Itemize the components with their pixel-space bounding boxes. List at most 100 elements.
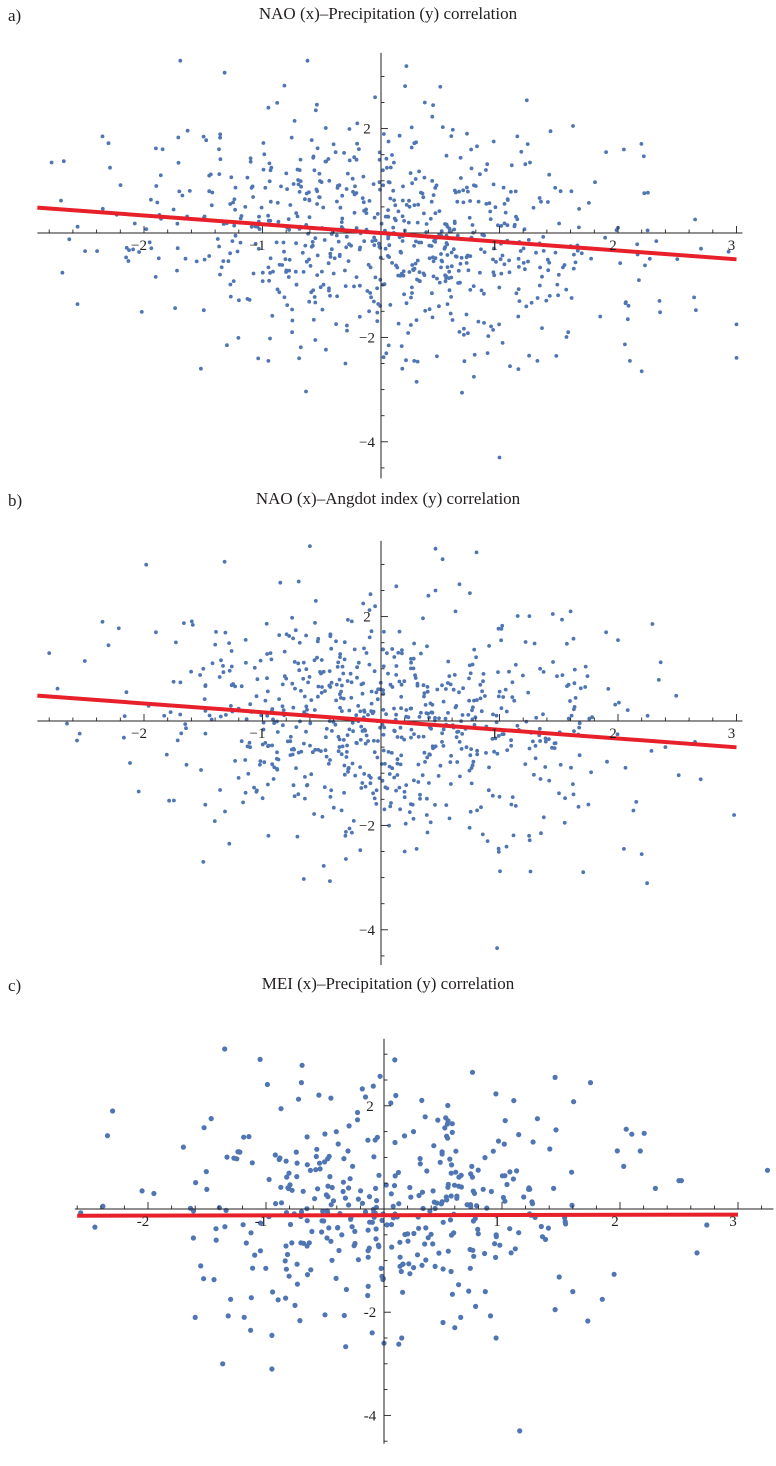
- data-point: [335, 665, 340, 669]
- data-point: [219, 265, 224, 270]
- data-point: [431, 746, 435, 751]
- data-point: [248, 745, 253, 750]
- data-point: [440, 259, 445, 264]
- data-point: [441, 744, 446, 748]
- data-point: [482, 233, 486, 238]
- data-point: [534, 1116, 541, 1122]
- data-point: [340, 1179, 346, 1185]
- data-point: [139, 1188, 145, 1194]
- data-point: [318, 285, 323, 290]
- data-point: [423, 1257, 429, 1263]
- data-point: [168, 710, 173, 714]
- data-point: [572, 252, 576, 257]
- data-point: [458, 774, 462, 779]
- data-point: [375, 755, 380, 760]
- data-point: [427, 307, 432, 312]
- data-point: [449, 1291, 455, 1297]
- data-point: [238, 240, 243, 245]
- data-point: [497, 455, 502, 460]
- data-point: [440, 1266, 446, 1272]
- data-point: [403, 821, 408, 826]
- data-point: [304, 1218, 310, 1224]
- data-point: [406, 331, 410, 335]
- data-point: [347, 826, 352, 831]
- data-point: [515, 217, 520, 222]
- scatter-plot-a: −2 −1 1 2 32−2−4: [37, 52, 743, 479]
- data-point: [447, 1156, 453, 1162]
- data-point: [569, 1202, 575, 1208]
- data-point: [227, 668, 232, 673]
- data-point: [354, 713, 359, 718]
- data-point: [363, 784, 368, 789]
- data-point: [288, 203, 293, 207]
- data-point: [377, 180, 382, 185]
- data-point: [204, 138, 209, 143]
- data-point: [424, 813, 429, 817]
- data-point: [334, 639, 338, 644]
- data-point: [529, 1199, 535, 1205]
- data-point: [409, 660, 413, 665]
- data-point: [501, 1141, 507, 1147]
- data-point: [381, 183, 386, 188]
- data-point: [474, 550, 479, 555]
- data-point: [369, 701, 374, 706]
- data-point: [351, 189, 355, 194]
- data-point: [355, 675, 359, 680]
- data-point: [534, 715, 539, 720]
- data-point: [312, 812, 316, 816]
- data-point: [342, 657, 347, 662]
- data-point: [532, 772, 536, 777]
- data-point: [312, 168, 317, 173]
- data-point: [295, 834, 300, 839]
- data-point: [471, 284, 476, 288]
- data-point: [194, 259, 199, 264]
- data-point: [264, 621, 269, 626]
- data-point: [478, 682, 483, 687]
- data-point: [585, 1318, 591, 1324]
- data-point: [343, 284, 348, 288]
- data-point: [175, 738, 180, 743]
- data-point: [178, 680, 183, 685]
- data-point: [352, 1240, 358, 1247]
- data-point: [346, 1202, 352, 1208]
- data-point: [382, 132, 386, 136]
- data-point: [313, 300, 318, 305]
- data-point: [339, 225, 344, 229]
- data-point: [464, 745, 469, 750]
- data-point: [327, 669, 332, 673]
- data-point: [248, 156, 253, 161]
- data-point: [444, 1133, 450, 1139]
- data-point: [444, 153, 449, 158]
- data-point: [207, 173, 212, 178]
- data-point: [589, 770, 593, 775]
- data-point: [408, 1194, 414, 1200]
- data-point: [472, 374, 476, 379]
- data-point: [467, 768, 472, 773]
- tick-labels: −2 −1 1 2 32−2−4: [131, 122, 735, 451]
- data-point: [373, 95, 377, 100]
- data-point: [439, 1151, 445, 1157]
- data-point: [581, 870, 586, 875]
- data-point: [243, 638, 248, 642]
- data-point: [258, 1220, 264, 1226]
- data-point: [409, 323, 413, 327]
- data-point: [415, 359, 420, 364]
- data-point: [560, 617, 564, 622]
- data-point: [487, 765, 491, 770]
- data-point: [239, 684, 244, 689]
- data-point: [445, 1248, 451, 1254]
- data-point: [514, 291, 519, 296]
- data-point: [252, 785, 256, 790]
- data-point: [496, 734, 501, 738]
- data-point: [284, 1174, 290, 1180]
- data-point: [389, 801, 393, 805]
- data-point: [535, 359, 540, 363]
- data-point: [409, 666, 413, 671]
- data-point: [433, 186, 438, 190]
- data-point: [315, 273, 320, 277]
- data-point: [475, 1167, 481, 1173]
- data-point: [422, 691, 427, 696]
- data-point: [545, 257, 550, 262]
- data-point: [527, 833, 531, 838]
- data-point: [374, 1134, 380, 1140]
